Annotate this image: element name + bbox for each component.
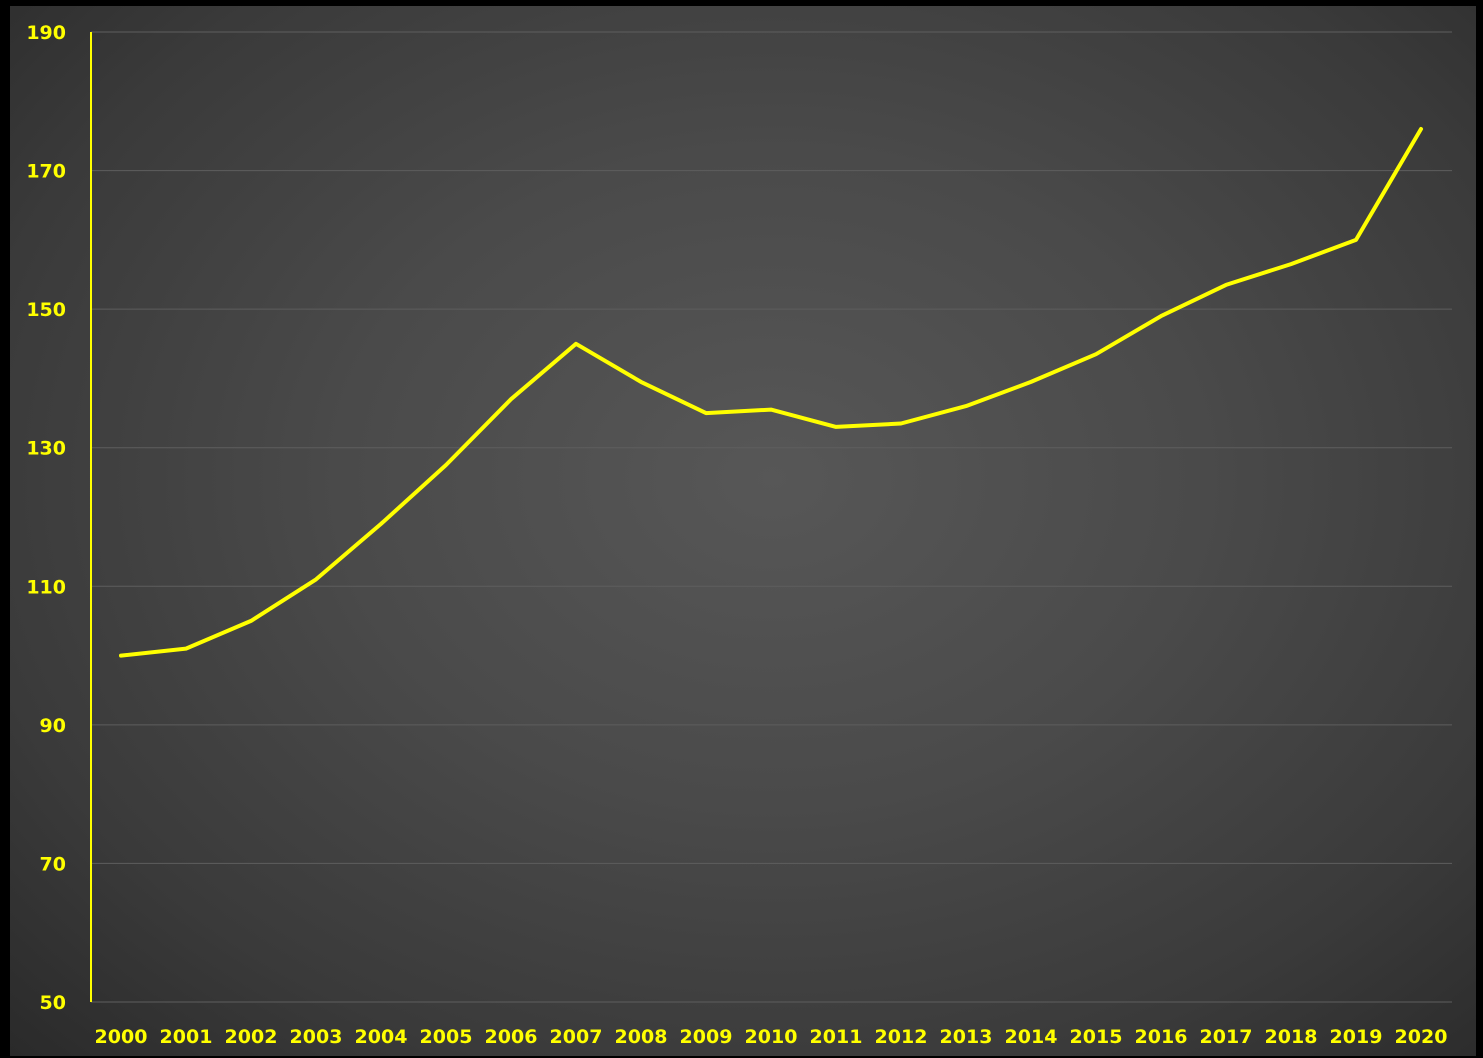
y-tick-label: 110 xyxy=(26,576,66,598)
x-tick-label: 2010 xyxy=(745,1026,798,1048)
y-tick-label: 130 xyxy=(26,438,66,460)
x-tick-label: 2006 xyxy=(485,1026,538,1048)
x-tick-label: 2005 xyxy=(420,1026,473,1048)
y-tick-label: 170 xyxy=(26,161,66,183)
x-tick-label: 2012 xyxy=(875,1026,928,1048)
x-tick-label: 2017 xyxy=(1200,1026,1253,1048)
x-tick-labels: 2000 2001 2002 2003 2004 2005 2006 2007 2008 2009… xyxy=(95,1026,1448,1048)
y-tick-label: 190 xyxy=(26,22,66,44)
x-tick-label: 2011 xyxy=(810,1026,863,1048)
x-tick-label: 2014 xyxy=(1005,1026,1058,1048)
x-tick-label: 2015 xyxy=(1070,1026,1123,1048)
x-tick-label: 2016 xyxy=(1135,1026,1188,1048)
x-tick-label: 2020 xyxy=(1395,1026,1448,1048)
y-tick-labels: 50 70 90 110 130 150 170 190 xyxy=(26,22,66,1014)
series-line xyxy=(119,127,1423,658)
y-tick-label: 150 xyxy=(26,299,66,321)
x-tick-label: 2000 xyxy=(95,1026,148,1048)
x-tick-label: 2004 xyxy=(355,1026,408,1048)
x-tick-label: 2001 xyxy=(160,1026,213,1048)
y-tick-label: 90 xyxy=(40,715,66,737)
x-tick-label: 2002 xyxy=(225,1026,278,1048)
x-tick-label: 2019 xyxy=(1330,1026,1383,1048)
x-tick-label: 2013 xyxy=(940,1026,993,1048)
x-tick-label: 2003 xyxy=(290,1026,343,1048)
chart-area xyxy=(10,6,1476,1056)
gridlines xyxy=(91,31,1452,1003)
x-tick-label: 2007 xyxy=(550,1026,603,1048)
x-tick-label: 2018 xyxy=(1265,1026,1318,1048)
y-tick-label: 70 xyxy=(40,853,66,875)
x-tick-label: 2009 xyxy=(680,1026,733,1048)
y-tick-label: 50 xyxy=(40,992,66,1014)
x-tick-label: 2008 xyxy=(615,1026,668,1048)
